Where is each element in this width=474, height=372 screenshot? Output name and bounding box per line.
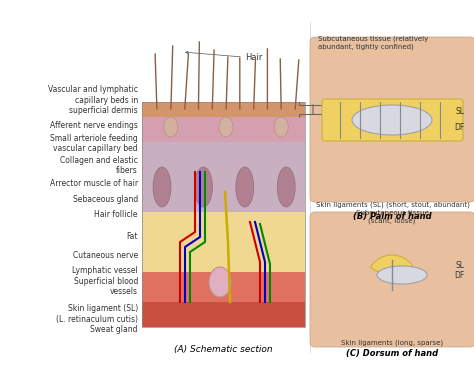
Text: Lymphatic vessel: Lymphatic vessel [72,266,138,275]
Text: DF: DF [455,124,465,132]
Text: Hair: Hair [245,52,263,61]
FancyBboxPatch shape [310,37,474,202]
Ellipse shape [236,167,254,207]
Text: Sweat gland: Sweat gland [91,325,138,334]
Text: (A) Schematic section: (A) Schematic section [174,345,273,354]
FancyBboxPatch shape [142,212,305,272]
Text: Subcutaneous tissue
(scant, loose): Subcutaneous tissue (scant, loose) [356,210,428,224]
Ellipse shape [274,117,288,137]
Ellipse shape [377,266,427,284]
Wedge shape [370,255,414,280]
Text: Collagen and elastic
fibers: Collagen and elastic fibers [60,155,138,175]
Bar [142,102,305,327]
Ellipse shape [219,117,233,137]
Ellipse shape [164,117,178,137]
Text: Vascular and lymphatic
capillary beds in
superficial dermis: Vascular and lymphatic capillary beds in… [48,85,138,115]
Ellipse shape [194,167,212,207]
Text: DF: DF [455,270,465,279]
Text: Skin ligaments (long, sparse): Skin ligaments (long, sparse) [341,339,444,346]
FancyBboxPatch shape [142,117,305,142]
Text: Superficial blood
vessels: Superficial blood vessels [73,276,138,296]
FancyBboxPatch shape [142,142,305,212]
Ellipse shape [277,167,295,207]
Text: SL: SL [456,108,465,116]
Text: SL: SL [456,260,465,269]
Text: Afferent nerve endings: Afferent nerve endings [50,121,138,129]
Text: Hair follicle: Hair follicle [94,211,138,219]
Text: Small arteriole feeding
vascular capillary bed: Small arteriole feeding vascular capilla… [50,134,138,153]
Text: Sebaceous gland: Sebaceous gland [73,195,138,204]
Ellipse shape [352,105,432,135]
FancyBboxPatch shape [310,212,474,347]
Text: Skin ligament (SL)
(L. retinaculum cutis): Skin ligament (SL) (L. retinaculum cutis… [56,304,138,324]
Text: Subcutaneous tissue (relatively
abundant, tightly confined): Subcutaneous tissue (relatively abundant… [318,35,428,49]
FancyBboxPatch shape [142,302,305,327]
FancyBboxPatch shape [142,102,305,117]
Ellipse shape [209,267,231,297]
Text: Skin ligaments (SL) (short, stout, abundant): Skin ligaments (SL) (short, stout, abund… [316,202,469,208]
Ellipse shape [153,167,171,207]
Text: Fat: Fat [127,232,138,241]
FancyBboxPatch shape [322,99,463,141]
Text: Cutaneous nerve: Cutaneous nerve [73,251,138,260]
Text: (C) Dorsum of hand: (C) Dorsum of hand [346,349,438,358]
Text: Arrector muscle of hair: Arrector muscle of hair [50,179,138,188]
Text: (B) Palm of hand: (B) Palm of hand [353,212,432,221]
FancyBboxPatch shape [142,272,305,302]
